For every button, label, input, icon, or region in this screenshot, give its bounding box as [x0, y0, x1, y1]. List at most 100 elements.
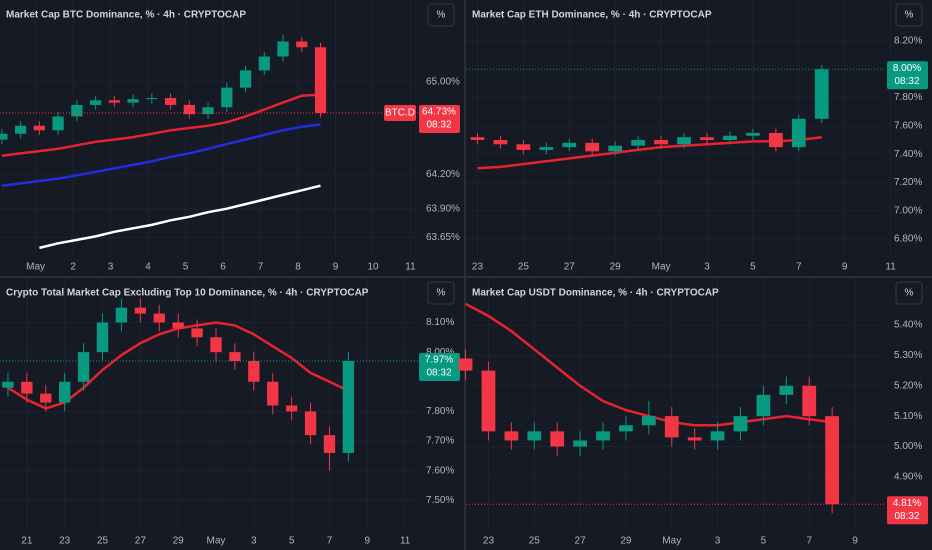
y-tick-label: 8.00%	[426, 347, 454, 358]
chart-panel: 65.00% 64.20% 63.90% 63.65% May 2 3 4 5 6 7 8 9 10 11 6…	[0, 0, 460, 273]
x-tick-label: 9	[842, 262, 848, 273]
x-tick-label: 21	[21, 536, 33, 547]
candle-body	[191, 328, 203, 338]
candle-body	[608, 145, 623, 152]
candle-body	[677, 137, 691, 145]
unit-button-label: %	[905, 288, 914, 299]
candle-body	[342, 361, 355, 453]
x-tick-label: 9	[852, 536, 858, 547]
candle-body	[183, 104, 195, 115]
candle-body	[641, 416, 656, 426]
x-tick-label: 25	[529, 536, 541, 547]
moving-average	[1, 123, 321, 187]
countdown: 08:32	[426, 368, 451, 379]
candle-body	[791, 118, 806, 148]
x-tick-label: May	[207, 536, 226, 547]
candle-body	[596, 431, 610, 441]
candle-body	[825, 416, 840, 505]
candle-body	[21, 381, 33, 394]
candle-body	[700, 137, 714, 141]
candle-body	[814, 69, 829, 119]
x-tick-label: 2	[70, 262, 76, 273]
chart-panel: 5.40% 5.30% 5.20% 5.10% 5.00% 4.90% 23 25 27 29 Ma…	[458, 278, 928, 547]
candle-body	[0, 133, 8, 140]
candle-body	[202, 107, 214, 115]
last-price-box	[887, 61, 928, 90]
candle-body	[2, 381, 14, 388]
last-price-label: 64.73%	[422, 107, 456, 118]
x-tick-label: 3	[251, 536, 257, 547]
candle-body	[562, 142, 577, 148]
candle-body	[323, 435, 336, 453]
unit-button-label: %	[905, 10, 914, 21]
x-tick-label: 29	[610, 262, 622, 273]
candle-body	[127, 99, 139, 103]
candle-body	[108, 100, 120, 103]
candle-body	[756, 394, 771, 417]
y-tick-label: 4.90%	[894, 472, 922, 483]
candle-body	[33, 125, 45, 131]
candle-body	[229, 352, 241, 362]
y-tick-label: 7.70%	[426, 436, 454, 447]
candle-body	[746, 132, 760, 136]
candle-body	[221, 87, 233, 108]
candle-body	[527, 431, 542, 441]
x-tick-label: 23	[472, 262, 484, 273]
candle-body	[52, 116, 64, 131]
x-tick-label: 9	[365, 536, 371, 547]
x-tick-label: 11	[885, 262, 896, 273]
candle-body	[723, 135, 737, 141]
y-tick-label: 5.30%	[894, 350, 922, 361]
candle-body	[619, 425, 633, 432]
y-tick-label: 5.10%	[894, 411, 922, 422]
countdown: 08:32	[894, 511, 919, 522]
x-tick-label: 25	[518, 262, 530, 273]
candle-body	[768, 132, 783, 148]
x-tick-label: 23	[59, 536, 71, 547]
symbol-box	[384, 105, 416, 122]
x-tick-label: 27	[575, 536, 587, 547]
unit-button-label: %	[437, 288, 446, 299]
chart-title: Market Cap BTC Dominance, % · 4h · CRYPT…	[6, 10, 246, 21]
chart-panel: 8.10% 8.00% 7.80% 7.70% 7.60% 7.50% 21 23 25 27 29…	[0, 278, 460, 547]
y-tick-label: 8.10%	[426, 317, 454, 328]
candle-body	[172, 322, 184, 329]
y-tick-label: 6.80%	[894, 234, 922, 245]
x-tick-label: 11	[400, 536, 411, 547]
candle-body	[458, 358, 473, 371]
unit-button	[895, 3, 923, 27]
candle-body	[134, 307, 147, 314]
candle-body	[470, 137, 485, 141]
candle-body	[664, 416, 679, 438]
x-tick-label: 6	[220, 262, 226, 273]
candle-body	[585, 142, 600, 152]
x-tick-label: 10	[367, 262, 379, 273]
candle-body	[267, 381, 279, 406]
last-price-box	[887, 496, 928, 525]
x-tick-label: 4	[145, 262, 151, 273]
x-tick-label: 27	[135, 536, 147, 547]
last-price-box	[419, 353, 460, 382]
y-tick-label: 5.40%	[894, 320, 922, 331]
candle-body	[802, 385, 817, 417]
x-tick-label: 29	[173, 536, 185, 547]
candle-body	[210, 337, 222, 353]
last-price-label: 8.00%	[893, 63, 921, 74]
candle-body	[710, 431, 725, 441]
candle-body	[687, 437, 702, 441]
unit-button	[895, 281, 923, 305]
chart-panel: 8.20% 7.80% 7.60% 7.40% 7.20% 7.00% 6.80% 23 25 2…	[466, 0, 928, 273]
candle-body	[71, 104, 83, 117]
candle-body	[654, 140, 668, 145]
y-tick-label: 7.40%	[894, 149, 922, 160]
x-tick-label: 5	[761, 536, 767, 547]
unit-button	[427, 3, 455, 27]
candle-body	[153, 313, 165, 323]
x-tick-label: 5	[750, 262, 756, 273]
y-tick-label: 65.00%	[426, 77, 460, 88]
x-tick-label: 7	[258, 262, 264, 273]
y-tick-label: 63.65%	[426, 232, 460, 243]
x-tick-label: 8	[295, 262, 301, 273]
x-tick-label: 5	[289, 536, 295, 547]
